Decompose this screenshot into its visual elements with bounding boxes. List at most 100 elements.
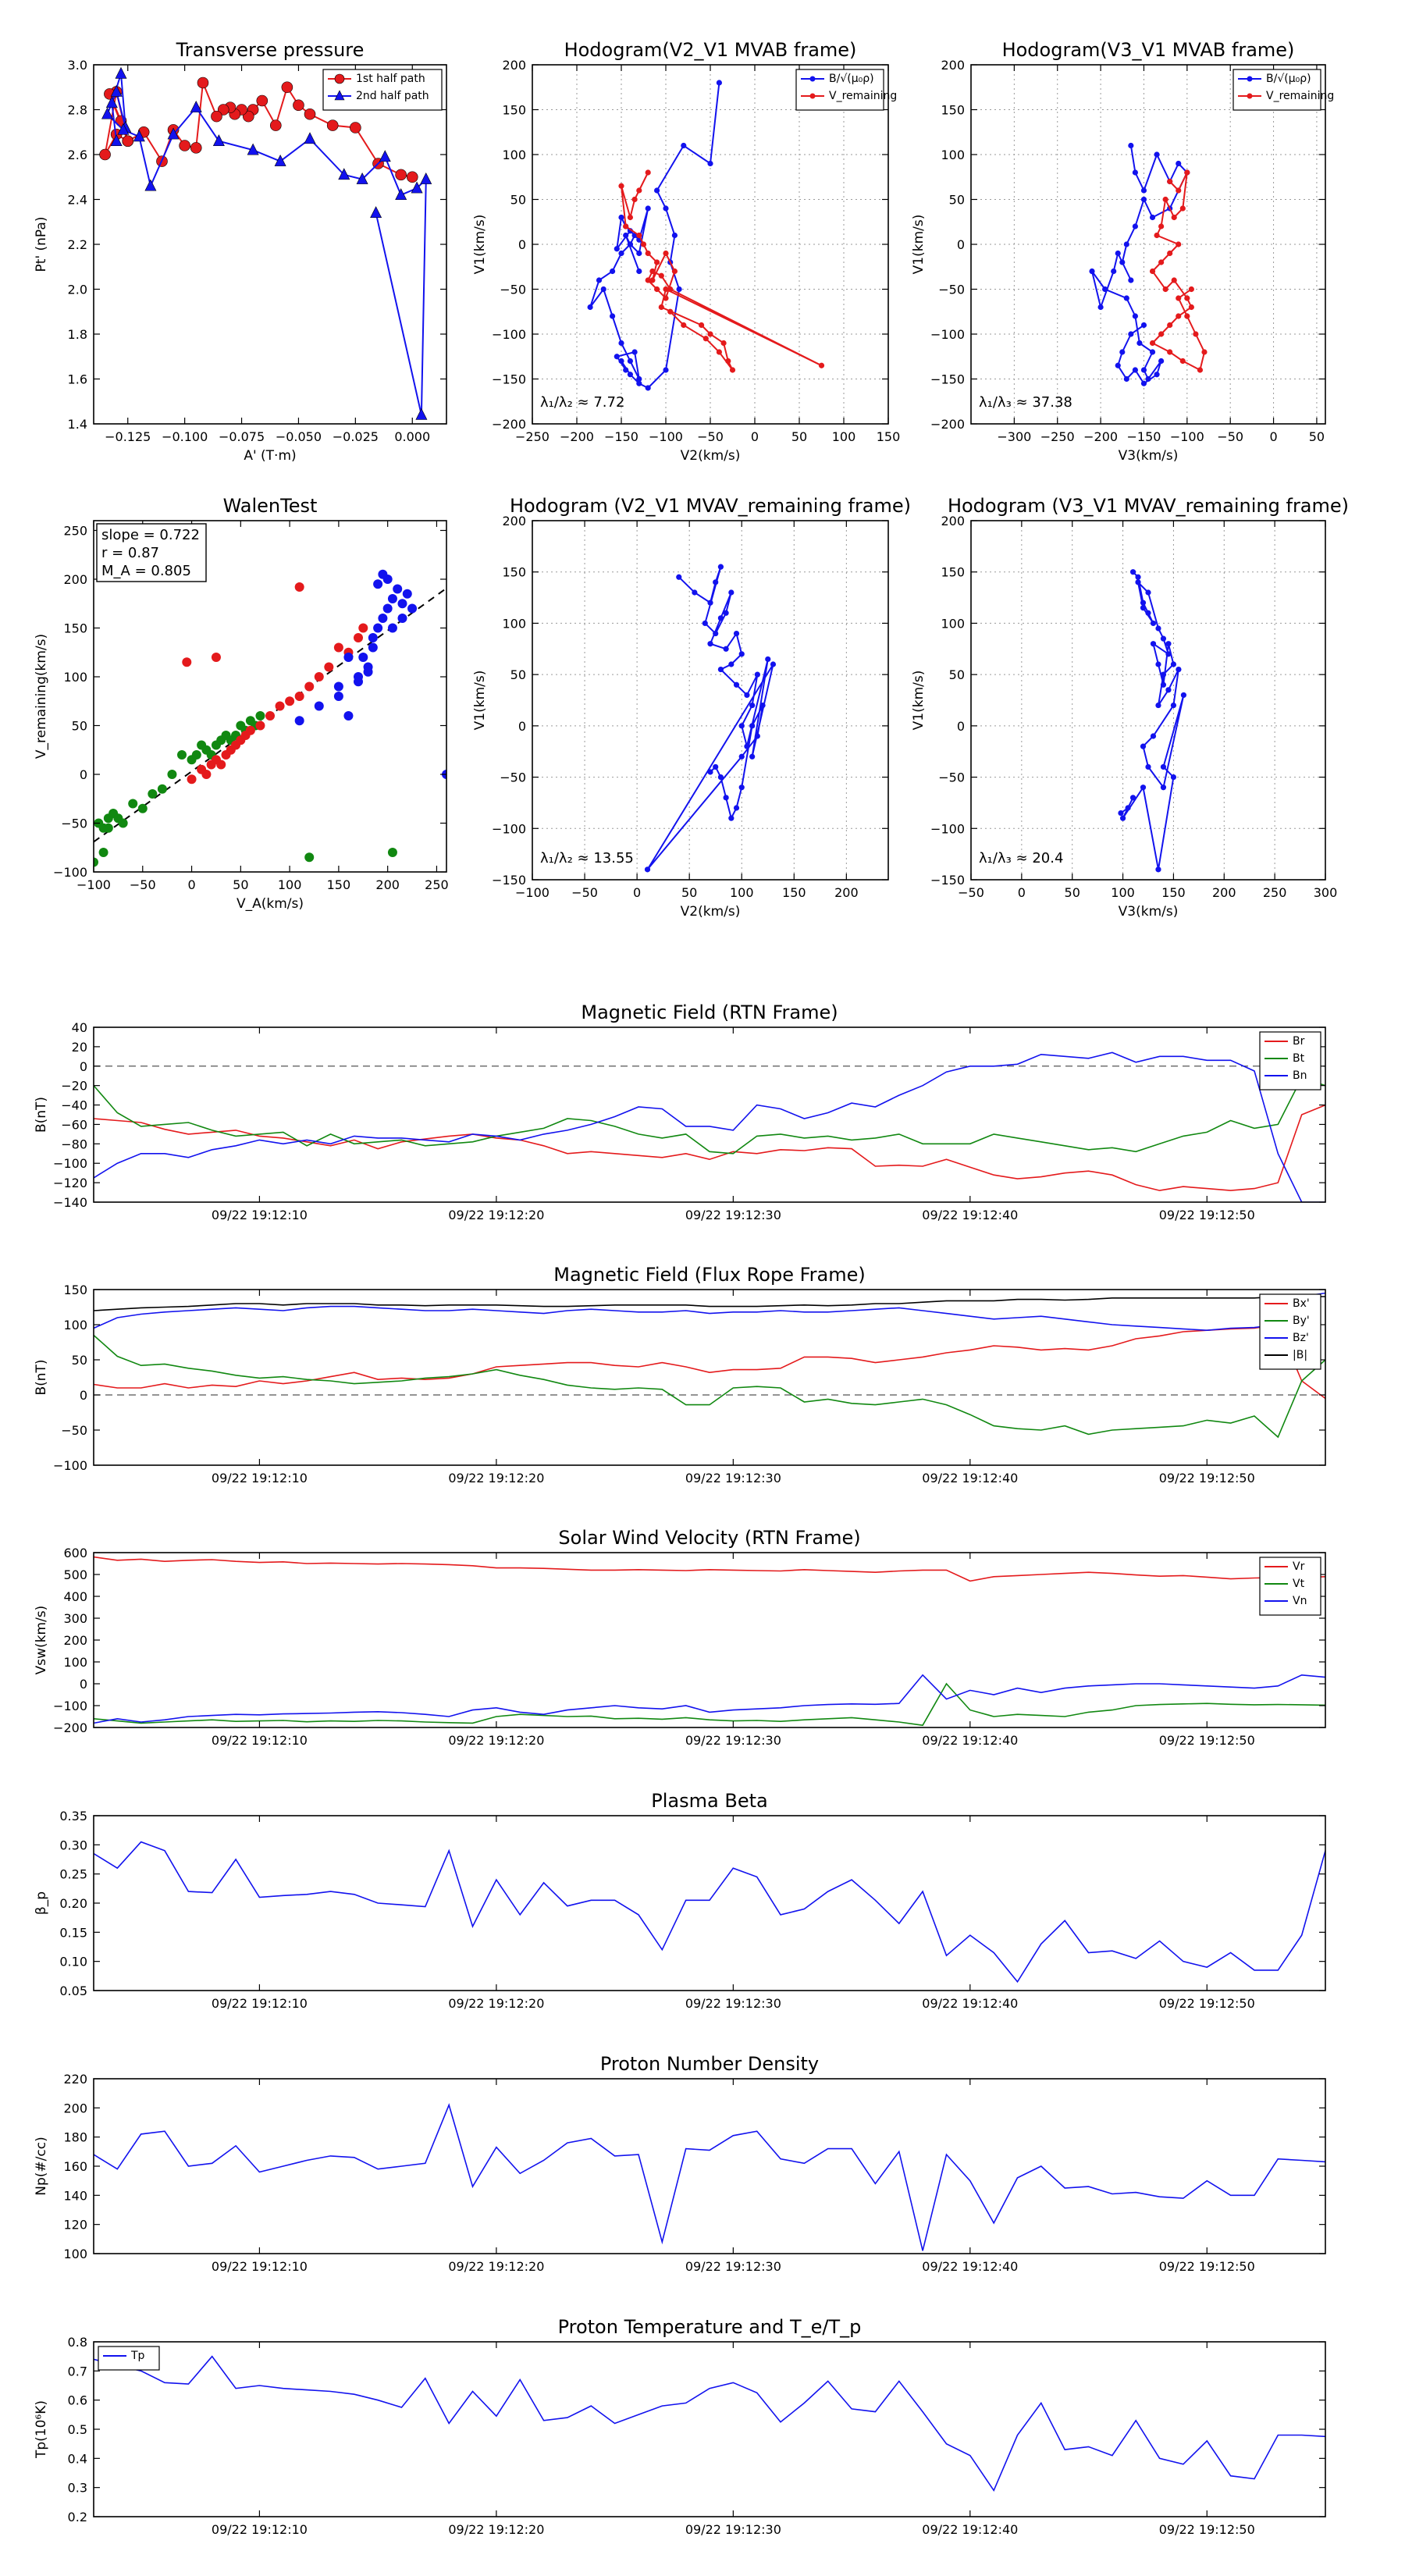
data-point-15: [1111, 268, 1117, 275]
chart-title: Hodogram (V2_V1 MVAV_remaining frame): [510, 495, 911, 517]
data-point-1: [809, 93, 816, 99]
data-point-14: [614, 354, 620, 360]
y-tick-label: 0: [80, 1388, 87, 1403]
data-point-18: [190, 142, 202, 154]
x-tick-label: 50: [1309, 429, 1325, 444]
y-tick-label: 150: [941, 565, 965, 580]
data-point-31: [733, 805, 740, 811]
data-point-9: [717, 615, 724, 621]
y-tick-label: −100: [53, 1156, 87, 1171]
x-tick-label: 100: [1111, 885, 1135, 900]
y-tick-label: 200: [941, 58, 965, 73]
data-point-32: [728, 815, 735, 821]
y-axis-label: B(nT): [34, 1097, 49, 1133]
data-point-8: [663, 367, 669, 373]
data-point-31: [1129, 795, 1136, 801]
data-point-34: [717, 774, 724, 781]
x-tick-label: −150: [1126, 429, 1161, 444]
x-tick-label: 200: [375, 877, 400, 892]
data-point-19: [610, 313, 616, 319]
data-point-3: [343, 653, 354, 662]
data-point-12: [1162, 286, 1168, 293]
data-point-10: [387, 594, 397, 603]
series--b-: [94, 1296, 1325, 1311]
data-point-19: [818, 362, 825, 368]
plot-area: [94, 1051, 1325, 1202]
x-tick-label: 09/22 19:12:50: [1159, 1471, 1255, 1485]
x-tick-label: 50: [791, 429, 807, 444]
data-point-15: [378, 569, 388, 579]
data-point-4: [1171, 214, 1177, 221]
data-point-15: [285, 696, 295, 706]
chart-title: WalenTest: [223, 495, 318, 517]
x-tick-label: 0: [633, 885, 641, 900]
data-point-22: [1140, 743, 1147, 749]
data-point-2: [201, 770, 212, 779]
data-point-12: [397, 599, 407, 609]
data-point-10: [167, 770, 177, 779]
data-point-11: [663, 250, 669, 257]
data-point-30: [1119, 815, 1126, 821]
data-point-21: [587, 304, 593, 311]
y-tick-label: 150: [502, 565, 526, 580]
data-point-13: [274, 154, 286, 166]
y-tick-label: 150: [63, 621, 87, 636]
series-line: [94, 1051, 1325, 1202]
data-point-6: [1158, 223, 1165, 229]
data-point-16: [636, 375, 642, 382]
eigenvalue-ratio: λ₁/λ₂ ≈ 13.55: [540, 850, 634, 866]
data-point-33: [636, 250, 642, 257]
y-tick-label: 150: [502, 103, 526, 118]
data-point-13: [663, 295, 669, 301]
data-point-0: [1129, 569, 1136, 575]
data-point-9: [256, 94, 269, 107]
x-tick-label: −50: [697, 429, 724, 444]
legend-label: Bn: [1293, 1069, 1307, 1082]
data-point-17: [1167, 322, 1173, 329]
legend-label: By': [1293, 1315, 1310, 1327]
y-axis-label: V1(km/s): [472, 671, 488, 731]
data-point-23: [343, 711, 354, 720]
x-tick-label: 09/22 19:12:10: [212, 1471, 308, 1485]
x-tick-label: −100: [76, 877, 111, 892]
data-point-19: [1176, 666, 1182, 673]
data-point-27: [716, 349, 723, 355]
y-tick-label: 50: [949, 667, 965, 682]
data-point-5: [671, 232, 678, 239]
data-point-20: [1170, 702, 1177, 709]
data-point-8: [148, 789, 158, 799]
chart-title: Magnetic Field (Flux Rope Frame): [553, 1264, 865, 1286]
y-tick-label: 2.6: [68, 148, 87, 162]
stats-box: [96, 523, 207, 582]
chart-bfield_rtn: Magnetic Field (RTN Frame) 09/22 19:12:10…: [34, 1002, 1326, 1222]
y-tick-label: 1.8: [68, 327, 87, 342]
legend-label: 1st half path: [356, 73, 425, 85]
data-point-1: [395, 169, 407, 181]
stats-line: M_A = 0.805: [101, 563, 191, 579]
x-tick-label: 09/22 19:12:50: [1159, 1208, 1255, 1222]
data-point-5: [304, 108, 316, 120]
x-tick-label: 09/22 19:12:10: [212, 2522, 308, 2537]
x-tick-label: 50: [233, 877, 248, 892]
plot-frame: [93, 1815, 1326, 1991]
data-point-30: [738, 785, 745, 791]
y-tick-label: −150: [492, 372, 526, 387]
data-point-7: [723, 610, 729, 616]
data-point-15: [217, 104, 229, 116]
data-point-20: [333, 642, 343, 653]
data-point-6: [636, 232, 642, 239]
data-point-2: [1184, 169, 1190, 176]
y-axis-label: Np(#/cc): [34, 2137, 49, 2195]
data-point-10: [1158, 259, 1165, 265]
y-tick-label: 40: [72, 1020, 87, 1035]
y-axis-label: B(nT): [34, 1359, 49, 1395]
series-vr: [94, 1556, 1325, 1582]
data-point-14: [1184, 295, 1190, 301]
y-tick-label: 600: [63, 1546, 87, 1560]
data-point-0: [110, 134, 123, 147]
y-tick-label: 50: [72, 1353, 87, 1368]
data-point-1: [636, 187, 642, 194]
data-point-36: [707, 769, 713, 775]
y-tick-label: 500: [63, 1567, 87, 1582]
